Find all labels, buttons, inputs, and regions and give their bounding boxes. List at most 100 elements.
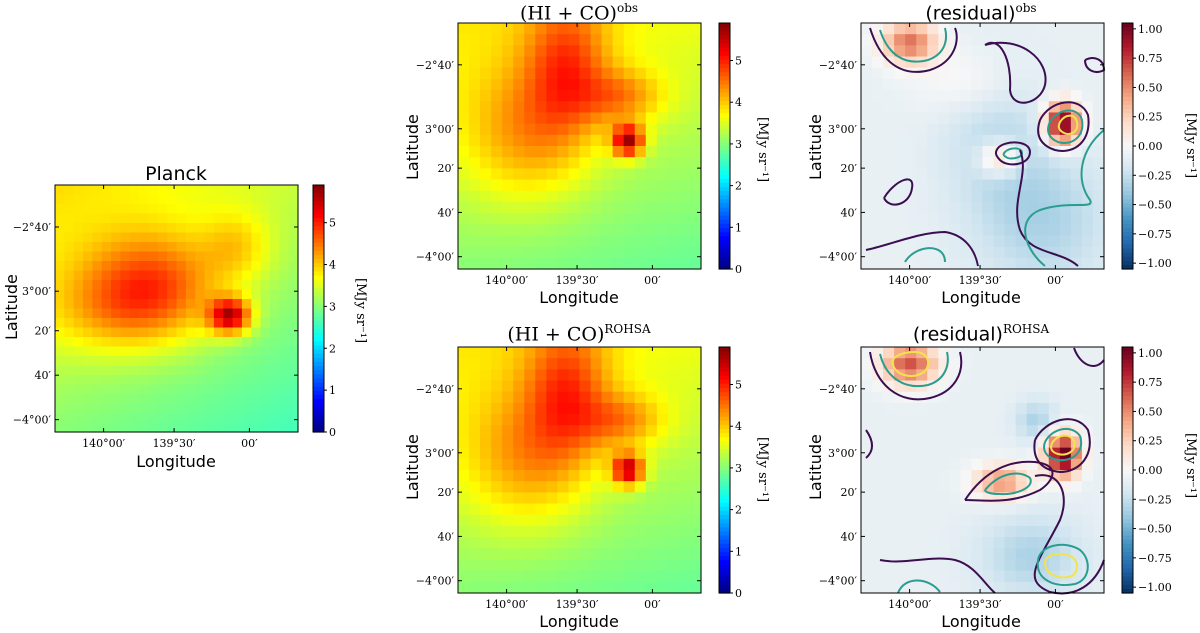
colorbar-step (1122, 191, 1133, 196)
heatmap-cell (949, 67, 962, 80)
heatmap-cell (993, 179, 1006, 192)
heatmap-cell (861, 67, 873, 80)
heatmap-cell (993, 380, 1006, 393)
colorbar-tick-label: 1.00 (1138, 347, 1163, 360)
heatmap-cell (590, 67, 603, 80)
heatmap-cell (993, 347, 1006, 359)
heatmap-cell (1092, 391, 1105, 404)
contour-lines (865, 27, 1106, 267)
heatmap-cell (623, 56, 636, 69)
heatmap-cell (656, 402, 669, 415)
heatmap-cell (894, 23, 906, 35)
heatmap-cell (213, 308, 224, 319)
heatmap-cell (223, 346, 234, 357)
heatmap-cell (213, 299, 224, 310)
colorbar-step (313, 205, 324, 211)
heatmap-cell (927, 90, 939, 102)
heatmap-cell (645, 112, 658, 125)
heatmap-cell (195, 384, 206, 395)
heatmap-cell (645, 123, 658, 136)
heatmap-cell (993, 436, 1006, 449)
heatmap-cell (678, 23, 691, 35)
heatmap-cell (195, 346, 206, 357)
heatmap-cell (883, 134, 895, 147)
heatmap-cell (491, 45, 503, 58)
heatmap-cell (872, 347, 884, 359)
heatmap-cell (1026, 414, 1039, 426)
heatmap-cell (656, 425, 669, 438)
heatmap-cell (1026, 548, 1039, 561)
colorbar-step (1122, 445, 1133, 451)
contour-line (865, 230, 979, 267)
heatmap-cell (883, 235, 895, 248)
heatmap-cell (213, 261, 224, 272)
heatmap-cell (927, 224, 939, 237)
heatmap-cell (971, 492, 984, 505)
heatmap-cell (579, 235, 592, 248)
heatmap-cell (645, 34, 658, 46)
heatmap-cell (491, 503, 503, 516)
heatmap-cell (678, 168, 691, 181)
heatmap-cell (139, 375, 150, 386)
heatmap-cell (167, 223, 178, 234)
heatmap-cell (883, 201, 895, 214)
heatmap-cell (689, 157, 702, 169)
heatmap-cell (656, 380, 669, 393)
heatmap-cell (469, 548, 481, 561)
heatmap-cell (1004, 134, 1017, 147)
heatmap-cell (111, 280, 122, 291)
colorbar-step (719, 137, 730, 143)
heatmap-cell (83, 327, 93, 338)
colorbar-step (313, 324, 324, 330)
colorbar-tick-label: 0.00 (1138, 140, 1163, 153)
heatmap-cell (678, 470, 691, 482)
colorbar-step (1122, 211, 1133, 217)
heatmap-cell (623, 235, 636, 248)
colorbar-step (313, 283, 324, 289)
heatmap-cell (1015, 101, 1028, 114)
heatmap-cell (148, 308, 159, 319)
heatmap-cell (111, 270, 122, 281)
heatmap-cell (148, 346, 159, 357)
heatmap-cell (1081, 67, 1094, 80)
heatmap-cell (894, 190, 906, 203)
heatmap-cell (513, 190, 525, 203)
heatmap-cell (148, 337, 159, 348)
heatmap-cell (55, 185, 65, 196)
x-axis-label: Longitude (539, 612, 619, 631)
heatmap-cell (1026, 201, 1039, 214)
heatmap-cell (601, 67, 614, 80)
heatmap-cell (568, 90, 581, 102)
heatmap-cell (689, 458, 702, 471)
heatmap-cell (204, 346, 215, 357)
colorbar-tick-label: 0 (735, 587, 742, 600)
heatmap-cell (73, 318, 84, 329)
heatmap-cell (689, 402, 702, 415)
heatmap-cell (1048, 481, 1061, 493)
colorbar-step (1122, 478, 1133, 483)
heatmap-cell (195, 365, 206, 376)
heatmap-cell (167, 261, 178, 272)
heatmap-cell (491, 101, 503, 114)
colorbar-step (719, 211, 730, 217)
heatmap-cell (579, 481, 592, 493)
heatmap-cell (905, 257, 917, 270)
heatmap-cell (524, 347, 536, 359)
heatmap-cell (1026, 492, 1039, 505)
heatmap-cell (938, 447, 950, 460)
colorbar-step (313, 238, 324, 244)
heatmap-cell (971, 67, 984, 80)
heatmap-cell (491, 525, 503, 538)
heatmap-cell (535, 157, 547, 169)
heatmap-cell (204, 403, 215, 414)
heatmap-cell (157, 223, 168, 234)
heatmap-cell (491, 168, 503, 181)
heatmap-cell (949, 391, 962, 404)
heatmap-cell (1026, 213, 1039, 225)
heatmap-cell (176, 422, 187, 433)
heatmap-cell (905, 537, 917, 549)
colorbar-step (1122, 531, 1133, 537)
heatmap-cell (667, 78, 680, 91)
heatmap-cell (241, 384, 252, 395)
heatmap-cell (568, 380, 581, 393)
